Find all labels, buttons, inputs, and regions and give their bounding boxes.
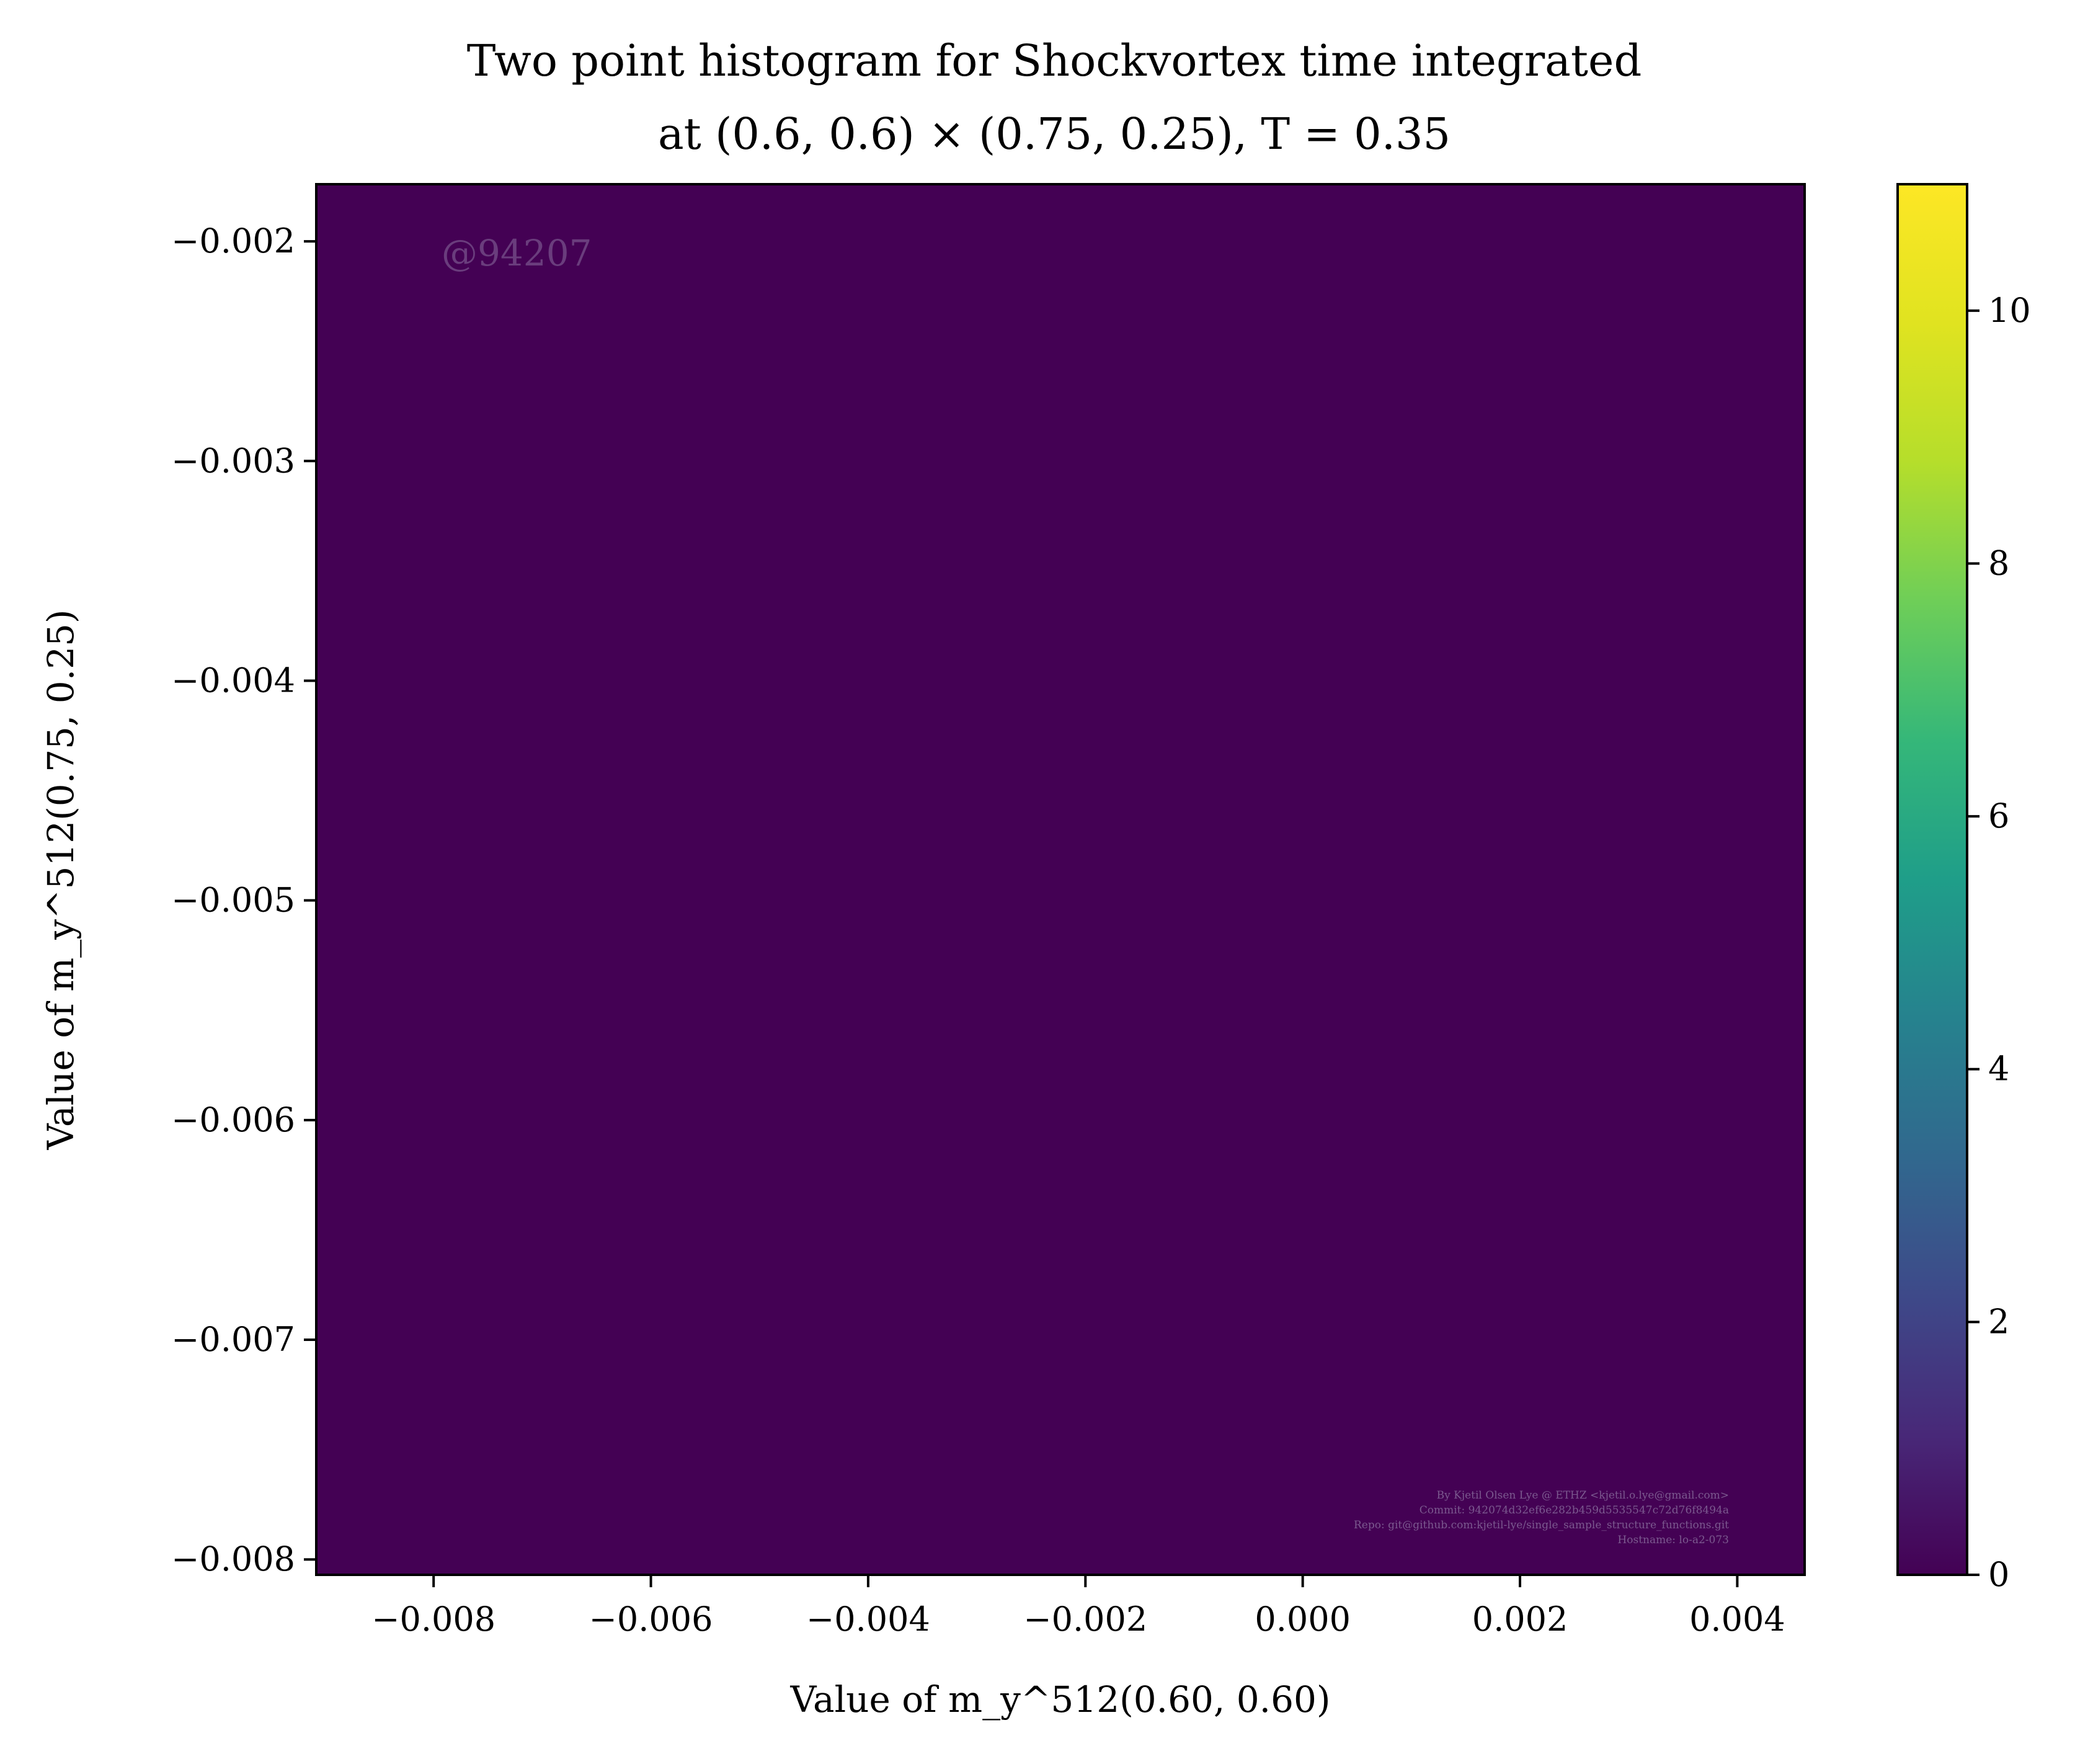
chart-subtitle: at (0.6, 0.6) × (0.75, 0.25), T = 0.35: [658, 109, 1451, 159]
credit-line: Commit: 942074d32ef6e282b459d5535547c72d…: [1420, 1504, 1729, 1517]
x-axis-ticks: −0.008 −0.006 −0.004 −0.002 0.000 0.002 0.004: [371, 1575, 1785, 1639]
x-tick-label: 0.000: [1255, 1600, 1351, 1639]
x-tick-label: −0.002: [1023, 1600, 1147, 1639]
colorbar-tick-label: 4: [1988, 1049, 2009, 1089]
credits: By Kjetil Olsen Lye @ ETHZ <kjetil.o.lye…: [1354, 1489, 1729, 1546]
y-axis-ticks: −0.002 −0.003 −0.004 −0.005 −0.006 −0.007 −0.0…: [171, 221, 316, 1579]
x-tick-label: −0.006: [589, 1600, 713, 1639]
watermark: @94207: [442, 232, 592, 274]
colorbar-tick-label: 8: [1988, 543, 2009, 582]
colorbar: [1896, 183, 1968, 1576]
y-tick-label: −0.008: [171, 1539, 295, 1579]
y-tick-label: −0.002: [171, 221, 295, 261]
colorbar-tick-label: 6: [1988, 796, 2009, 835]
colorbar-tick-label: 0: [1988, 1555, 2009, 1594]
x-tick-label: 0.002: [1472, 1600, 1568, 1639]
x-tick-label: −0.004: [806, 1600, 930, 1639]
x-tick-label: 0.004: [1689, 1600, 1785, 1639]
x-axis-label: Value of m_y^512(0.60, 0.60): [789, 1678, 1330, 1721]
y-tick-label: −0.004: [171, 661, 295, 700]
colorbar-tick-label: 10: [1988, 291, 2031, 330]
colorbar-ticks: 0 2 4 6 8 10: [1967, 291, 2031, 1594]
y-tick-label: −0.003: [171, 441, 295, 480]
y-tick-label: −0.006: [171, 1100, 295, 1139]
chart-title: Two point histogram for Shockvortex time…: [467, 35, 1642, 86]
y-tick-label: −0.005: [171, 881, 295, 920]
credit-line: Repo: git@github.com:kjetil-lye/single_s…: [1354, 1519, 1729, 1531]
y-tick-label: −0.007: [171, 1320, 295, 1359]
credit-line: Hostname: lo-a2-073: [1617, 1534, 1729, 1546]
x-tick-label: −0.008: [371, 1600, 495, 1639]
y-axis-label: Value of m_y^512(0.75, 0.25): [40, 609, 82, 1150]
plot-area: [316, 184, 1805, 1575]
colorbar-tick-label: 2: [1988, 1302, 2009, 1341]
credit-line: By Kjetil Olsen Lye @ ETHZ <kjetil.o.lye…: [1437, 1489, 1729, 1502]
plot-frame: [315, 183, 1806, 1576]
